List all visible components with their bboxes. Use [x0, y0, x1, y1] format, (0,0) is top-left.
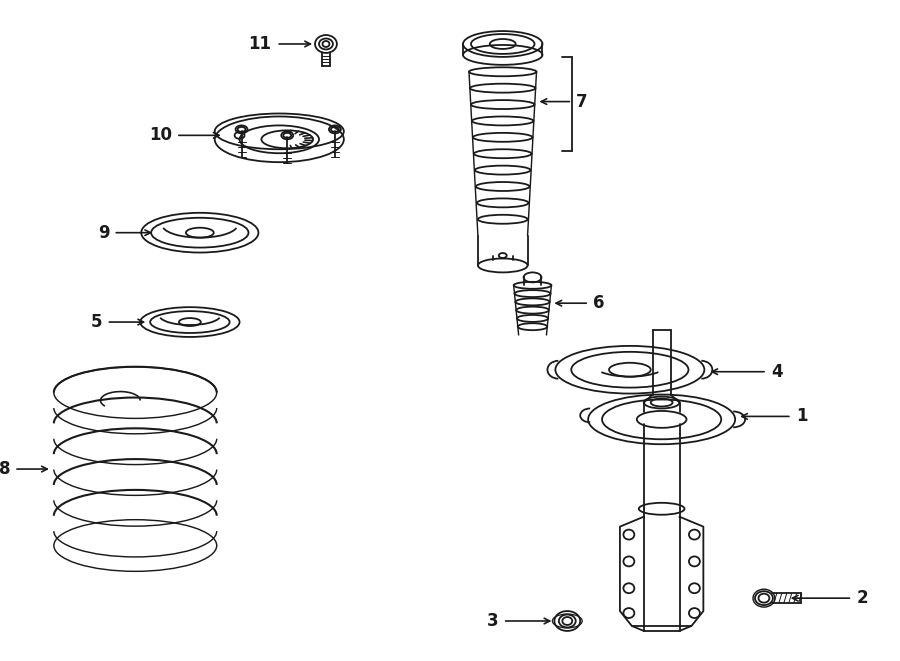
- Text: 1: 1: [796, 407, 807, 426]
- Text: 10: 10: [149, 126, 172, 144]
- Text: 5: 5: [91, 313, 103, 331]
- Text: 9: 9: [98, 223, 110, 242]
- Text: 7: 7: [576, 93, 588, 110]
- Text: 11: 11: [248, 35, 271, 53]
- Text: 6: 6: [593, 294, 605, 312]
- Text: 3: 3: [487, 612, 499, 630]
- Text: 4: 4: [771, 363, 782, 381]
- Text: 2: 2: [856, 589, 868, 607]
- Text: 8: 8: [0, 460, 10, 478]
